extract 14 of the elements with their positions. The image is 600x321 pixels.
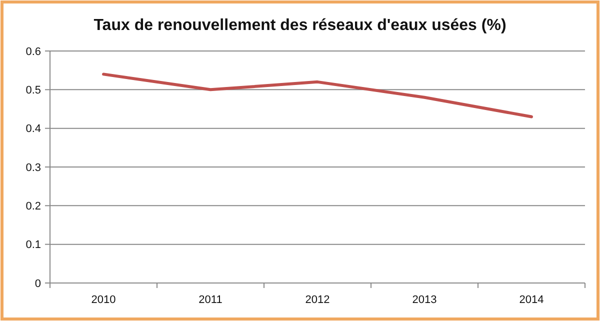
y-tick-label: 0.5 (26, 84, 41, 97)
x-tick-label: 2010 (91, 294, 116, 306)
y-tick-label: 0.1 (26, 239, 41, 252)
x-tick-label: 2014 (519, 294, 544, 306)
x-tick-label: 2013 (412, 294, 437, 306)
chart-title: Taux de renouvellement des réseaux d'eaux usées (%) (94, 17, 506, 34)
y-tick-label: 0.6 (26, 46, 41, 58)
x-tick-label: 2011 (198, 294, 222, 306)
y-tick-label: 0.3 (26, 162, 41, 174)
y-tick-label: 0.4 (26, 123, 41, 136)
y-tick-label: 0 (34, 278, 41, 290)
y-tick-label: 0.2 (26, 200, 41, 213)
x-tick-label: 2012 (305, 294, 330, 306)
line-series (102, 72, 533, 118)
